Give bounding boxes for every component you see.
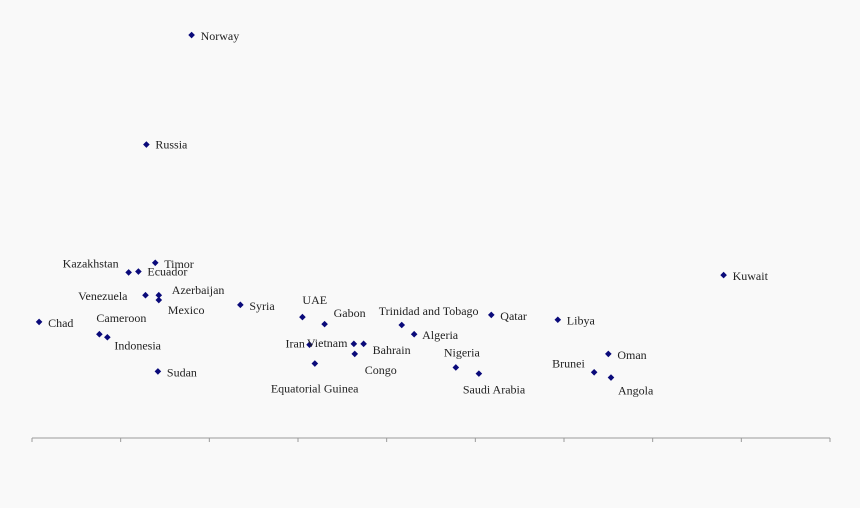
- data-labels: Norway Russia Timor Kazakhstan Ecuador Azerba…: [48, 29, 768, 398]
- point-libya: [554, 316, 562, 324]
- point-oman: [605, 350, 612, 358]
- point-chad: [35, 318, 43, 326]
- label-angola: Angola: [618, 384, 654, 398]
- point-iran: [306, 341, 313, 349]
- point-nigeria: [452, 364, 460, 371]
- label-congo: Congo: [365, 363, 397, 377]
- label-qatar: Qatar: [500, 309, 527, 323]
- label-timor: Timor: [164, 257, 194, 271]
- label-norway: Norway: [201, 29, 240, 43]
- point-russia: [143, 141, 150, 148]
- label-oman: Oman: [617, 348, 646, 362]
- label-russia: Russia: [155, 138, 188, 152]
- x-axis-ticks: [31, 438, 831, 442]
- label-libya: Libya: [567, 314, 596, 328]
- label-algeria: Algeria: [422, 328, 459, 342]
- point-gabon: [321, 320, 328, 328]
- label-cameroon: Cameroon: [96, 311, 146, 325]
- point-bahrain: [360, 340, 367, 348]
- label-trinidad-and-tobago: Trinidad and Tobago: [379, 304, 479, 318]
- point-congo: [351, 350, 359, 358]
- point-cameroon: [96, 330, 103, 338]
- label-saudi-arabia: Saudi Arabia: [463, 383, 526, 397]
- label-chad: Chad: [48, 316, 73, 330]
- label-brunei: Brunei: [552, 356, 585, 370]
- label-mexico: Mexico: [168, 303, 205, 317]
- label-iran: Iran: [286, 337, 305, 351]
- label-sudan: Sudan: [167, 365, 197, 379]
- point-qatar: [487, 311, 495, 319]
- label-nigeria: Nigeria: [444, 345, 481, 359]
- point-saudi-arabia: [475, 370, 483, 377]
- label-kazakhstan: Kazakhstan: [63, 256, 119, 270]
- label-indonesia: Indonesia: [114, 338, 161, 352]
- point-kazakhstan: [125, 269, 132, 276]
- data-points: [35, 31, 727, 381]
- label-equatorial-guinea: Equatorial Guinea: [271, 382, 359, 396]
- point-indonesia: [104, 333, 111, 341]
- label-bahrain: Bahrain: [373, 343, 411, 357]
- point-kuwait: [720, 271, 727, 279]
- point-brunei: [590, 369, 598, 376]
- label-ecuador: Ecuador: [147, 265, 187, 279]
- point-equatorial-guinea: [311, 360, 319, 367]
- point-azerbaijan: [155, 291, 163, 299]
- label-azerbaijan: Azerbaijan: [172, 283, 225, 297]
- label-uae: UAE: [302, 293, 327, 307]
- point-syria: [237, 301, 244, 309]
- point-sudan: [154, 368, 162, 375]
- point-ecuador: [135, 268, 142, 275]
- point-vietnam: [350, 340, 358, 348]
- point-mexico: [155, 296, 163, 304]
- label-kuwait: Kuwait: [733, 269, 769, 283]
- point-uae: [299, 313, 306, 321]
- point-trinidad-and-tobago: [398, 321, 406, 329]
- label-gabon: Gabon: [334, 306, 366, 320]
- point-venezuela: [142, 291, 149, 299]
- point-angola: [607, 374, 615, 381]
- label-vietnam: Vietnam: [307, 336, 348, 350]
- point-timor: [151, 259, 159, 267]
- point-algeria: [410, 330, 418, 338]
- label-syria: Syria: [249, 299, 275, 313]
- point-norway: [188, 31, 195, 39]
- label-venezuela: Venezuela: [78, 289, 128, 303]
